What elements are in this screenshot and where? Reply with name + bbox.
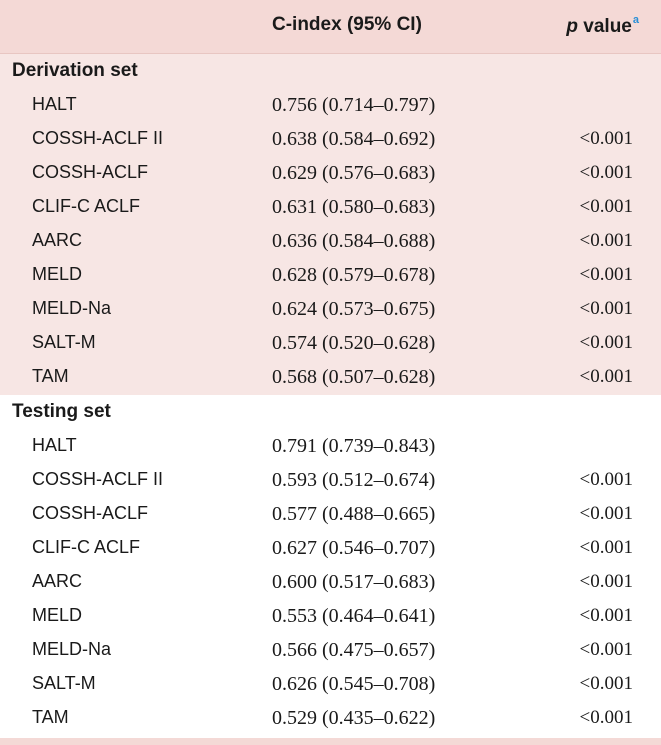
table-row: SALT-M 0.574 (0.520–0.628) <0.001 bbox=[0, 326, 661, 360]
p-value-column-header: p valuea bbox=[566, 14, 639, 38]
p-label-rest: value bbox=[578, 16, 632, 37]
cindex-value: 0.629 (0.576–0.683) bbox=[272, 162, 436, 184]
model-name: SALT-M bbox=[32, 332, 96, 352]
model-name: COSSH-ACLF bbox=[32, 162, 149, 182]
model-name: HALT bbox=[32, 435, 77, 455]
cindex-value: 0.627 (0.546–0.707) bbox=[272, 537, 436, 559]
cindex-value: 0.628 (0.579–0.678) bbox=[272, 264, 436, 286]
cindex-value: 0.568 (0.507–0.628) bbox=[272, 366, 436, 388]
cindex-value: 0.529 (0.435–0.622) bbox=[272, 707, 436, 729]
p-value: <0.001 bbox=[579, 332, 633, 353]
table-row: HALT 0.791 (0.739–0.843) bbox=[0, 429, 661, 463]
table-row: COSSH-ACLF 0.577 (0.488–0.665) <0.001 bbox=[0, 497, 661, 531]
p-value: <0.001 bbox=[579, 605, 633, 626]
cindex-value: 0.638 (0.584–0.692) bbox=[272, 128, 436, 150]
cindex-value: 0.600 (0.517–0.683) bbox=[272, 571, 436, 593]
p-value: <0.001 bbox=[579, 162, 633, 183]
p-value: <0.001 bbox=[579, 639, 633, 660]
derivation-section: Derivation set HALT 0.756 (0.714–0.797) … bbox=[0, 54, 661, 395]
p-label-italic: p bbox=[566, 16, 578, 37]
model-name: AARC bbox=[32, 571, 83, 591]
p-value: <0.001 bbox=[579, 298, 633, 319]
p-value: <0.001 bbox=[579, 469, 633, 490]
cindex-value: 0.577 (0.488–0.665) bbox=[272, 503, 436, 525]
p-value: <0.001 bbox=[579, 128, 633, 149]
table-row: COSSH-ACLF 0.629 (0.576–0.683) <0.001 bbox=[0, 156, 661, 190]
model-name: COSSH-ACLF II bbox=[32, 469, 164, 489]
cindex-value: 0.553 (0.464–0.641) bbox=[272, 605, 436, 627]
table-bottom-band bbox=[0, 738, 661, 745]
model-name: COSSH-ACLF bbox=[32, 503, 149, 523]
p-value: <0.001 bbox=[579, 537, 633, 558]
cindex-value: 0.574 (0.520–0.628) bbox=[272, 332, 436, 354]
model-name: HALT bbox=[32, 94, 77, 114]
model-name: MELD-Na bbox=[32, 639, 112, 659]
model-name: MELD-Na bbox=[32, 298, 112, 318]
table-header: C-index (95% CI) p valuea bbox=[0, 0, 661, 54]
cindex-value: 0.791 (0.739–0.843) bbox=[272, 435, 436, 457]
table-row: CLIF-C ACLF 0.627 (0.546–0.707) <0.001 bbox=[0, 531, 661, 565]
footnote-marker[interactable]: a bbox=[632, 14, 639, 26]
table-row: HALT 0.756 (0.714–0.797) bbox=[0, 88, 661, 122]
table-row: TAM 0.568 (0.507–0.628) <0.001 bbox=[0, 360, 661, 394]
table-row: COSSH-ACLF II 0.593 (0.512–0.674) <0.001 bbox=[0, 463, 661, 497]
p-value: <0.001 bbox=[579, 366, 633, 387]
p-value: <0.001 bbox=[579, 503, 633, 524]
cindex-value: 0.636 (0.584–0.688) bbox=[272, 230, 436, 252]
p-value: <0.001 bbox=[579, 196, 633, 217]
cindex-value: 0.593 (0.512–0.674) bbox=[272, 469, 436, 491]
model-name: CLIF-C ACLF bbox=[32, 196, 141, 216]
p-value: <0.001 bbox=[579, 571, 633, 592]
table-row: MELD-Na 0.566 (0.475–0.657) <0.001 bbox=[0, 633, 661, 667]
table-row: SALT-M 0.626 (0.545–0.708) <0.001 bbox=[0, 667, 661, 701]
section-title-derivation: Derivation set bbox=[12, 60, 138, 81]
model-name: TAM bbox=[32, 366, 69, 386]
table-row: MELD 0.553 (0.464–0.641) <0.001 bbox=[0, 599, 661, 633]
cindex-value: 0.624 (0.573–0.675) bbox=[272, 298, 436, 320]
table-row: COSSH-ACLF II 0.638 (0.584–0.692) <0.001 bbox=[0, 122, 661, 156]
model-name: COSSH-ACLF II bbox=[32, 128, 164, 148]
cindex-value: 0.756 (0.714–0.797) bbox=[272, 94, 436, 116]
cindex-column-header: C-index (95% CI) bbox=[272, 14, 422, 35]
model-name: MELD bbox=[32, 605, 83, 625]
table-row: AARC 0.600 (0.517–0.683) <0.001 bbox=[0, 565, 661, 599]
model-name: CLIF-C ACLF bbox=[32, 537, 141, 557]
p-value: <0.001 bbox=[579, 673, 633, 694]
testing-section: Testing set HALT 0.791 (0.739–0.843) COS… bbox=[0, 395, 661, 738]
cindex-value: 0.566 (0.475–0.657) bbox=[272, 639, 436, 661]
table-row: CLIF-C ACLF 0.631 (0.580–0.683) <0.001 bbox=[0, 190, 661, 224]
model-name: SALT-M bbox=[32, 673, 96, 693]
model-name: MELD bbox=[32, 264, 83, 284]
model-name: AARC bbox=[32, 230, 83, 250]
p-value: <0.001 bbox=[579, 230, 633, 251]
p-value: <0.001 bbox=[579, 707, 633, 728]
table-row: MELD 0.628 (0.579–0.678) <0.001 bbox=[0, 258, 661, 292]
table-row: MELD-Na 0.624 (0.573–0.675) <0.001 bbox=[0, 292, 661, 326]
p-value: <0.001 bbox=[579, 264, 633, 285]
cindex-value: 0.626 (0.545–0.708) bbox=[272, 673, 436, 695]
model-name: TAM bbox=[32, 707, 69, 727]
table-row: TAM 0.529 (0.435–0.622) <0.001 bbox=[0, 701, 661, 735]
cindex-value: 0.631 (0.580–0.683) bbox=[272, 196, 436, 218]
section-title-testing: Testing set bbox=[12, 401, 111, 422]
table-row: AARC 0.636 (0.584–0.688) <0.001 bbox=[0, 224, 661, 258]
